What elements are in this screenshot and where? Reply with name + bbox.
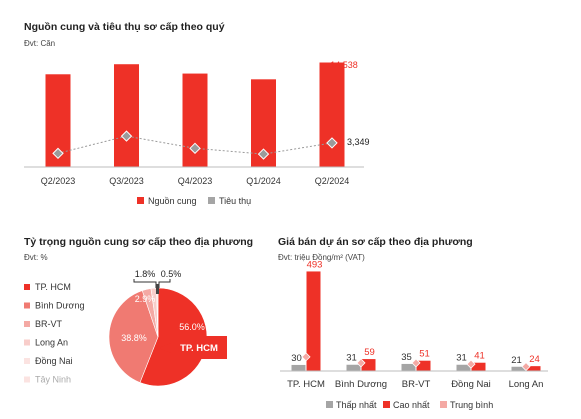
chart3-bars: 30 493 31 59 35 51 31 41 21 24 bbox=[291, 259, 541, 372]
pie-label-dong-nai: 0.5% bbox=[161, 269, 182, 279]
chart1-last-point-label: 3,349 bbox=[347, 137, 370, 147]
min-bar-br-vt bbox=[401, 363, 416, 371]
legend-label-br-vt: BR-VT bbox=[35, 319, 63, 329]
legend-swatch-trung-binh bbox=[440, 401, 447, 408]
avg-marker-dong-nai bbox=[466, 359, 476, 369]
legend-swatch-cao-nhat bbox=[383, 401, 390, 408]
pie-slice-binh-duong bbox=[108, 290, 159, 383]
legend-swatch-binh-duong bbox=[24, 302, 30, 309]
x-tick-q2-2024: Q2/2024 bbox=[315, 176, 350, 186]
min-bar-tp-hcm bbox=[291, 364, 306, 371]
max-bar-long-an bbox=[526, 366, 541, 371]
x-tick-q2-2023: Q2/2023 bbox=[41, 176, 76, 186]
chart3-unit: Đvt: triệu Đồng/m² (VAT) bbox=[278, 253, 365, 262]
chart2-callout: TP. HCM bbox=[159, 336, 227, 359]
supply-share-chart: Tỷ trọng nguồn cung sơ cấp theo địa phươ… bbox=[24, 236, 253, 387]
legend-swatch-tay-ninh bbox=[24, 376, 30, 383]
chart1-bars bbox=[45, 62, 345, 167]
pie-label-br-vt: 2.9% bbox=[135, 294, 156, 304]
legend-supply-swatch bbox=[137, 197, 144, 204]
chart2-legend: TP. HCM Bình Dương BR-VT Long An Đồng Nai Tây… bbox=[24, 282, 84, 385]
legend-consumption-swatch bbox=[208, 197, 215, 204]
legend-label-thap-nhat: Thấp nhất bbox=[336, 400, 377, 410]
legend-label-cao-nhat: Cao nhất bbox=[393, 400, 430, 410]
legend-swatch-thap-nhat bbox=[326, 401, 333, 408]
pie-label-tp-hcm: 56.0% bbox=[179, 322, 205, 332]
min-value-br-vt: 35 bbox=[401, 352, 412, 363]
min-value-dong-nai: 31 bbox=[456, 353, 467, 364]
max-bar-tp-hcm bbox=[306, 271, 321, 371]
avg-marker-br-vt bbox=[411, 358, 421, 368]
legend-label-long-an: Long An bbox=[35, 338, 68, 348]
x-tick-br-vt: BR-VT bbox=[402, 379, 431, 390]
avg-marker-binh-duong bbox=[356, 358, 366, 368]
consumption-point-q3-2023 bbox=[120, 130, 133, 142]
legend-consumption-label: Tiêu thụ bbox=[219, 196, 251, 206]
x-tick-q1-2024: Q1/2024 bbox=[246, 176, 281, 186]
consumption-point-q2-2024 bbox=[326, 137, 338, 149]
legend-swatch-long-an bbox=[24, 339, 30, 346]
chart2-small-slice-leaders bbox=[133, 279, 171, 294]
chart1-consumption-points bbox=[52, 130, 338, 160]
chart1-x-tick-labels: Q2/2023 Q3/2023 Q4/2023 Q1/2024 Q2/2024 bbox=[41, 176, 350, 186]
x-tick-dong-nai: Đồng Nai bbox=[451, 379, 491, 390]
x-tick-long-an: Long An bbox=[509, 379, 544, 390]
chart1-unit: Đvt: Căn bbox=[24, 39, 55, 48]
chart3-x-tick-labels: TP. HCM Bình Dương BR-VT Đồng Nai Long An bbox=[287, 379, 543, 390]
pie-label-binh-duong: 38.8% bbox=[121, 333, 147, 343]
chart2-slice-labels: 56.0% 38.8% 2.9% 1.8% 0.5% bbox=[121, 269, 205, 343]
max-value-br-vt: 51 bbox=[419, 349, 430, 360]
legend-label-trung-binh: Trung bình bbox=[450, 400, 493, 410]
avg-marker-tp-hcm bbox=[301, 352, 311, 362]
chart1-title: Nguồn cung và tiêu thụ sơ cấp theo quý bbox=[24, 21, 225, 33]
legend-swatch-dong-nai bbox=[24, 358, 30, 364]
max-value-dong-nai: 41 bbox=[474, 351, 485, 362]
legend-label-tay-ninh: Tây Ninh bbox=[35, 375, 71, 385]
x-tick-tp-hcm: TP. HCM bbox=[287, 379, 325, 390]
legend-label-binh-duong: Bình Dương bbox=[35, 301, 84, 311]
supply-bar-q2-2024 bbox=[319, 62, 345, 167]
max-bar-dong-nai bbox=[471, 362, 486, 371]
max-value-binh-duong: 59 bbox=[364, 347, 375, 358]
x-tick-q4-2023: Q4/2023 bbox=[178, 176, 213, 186]
consumption-point-q1-2024 bbox=[257, 148, 270, 160]
min-value-long-an: 21 bbox=[511, 355, 522, 366]
consumption-point-q4-2023 bbox=[189, 142, 201, 155]
chart1-last-bar-label: 14,538 bbox=[330, 60, 358, 70]
legend-supply-label: Nguồn cung bbox=[148, 196, 197, 206]
legend-swatch-br-vt bbox=[24, 321, 30, 327]
max-value-long-an: 24 bbox=[529, 354, 540, 365]
min-value-binh-duong: 31 bbox=[346, 353, 357, 364]
supply-bar-q3-2023 bbox=[114, 64, 139, 167]
chart3-legend: Thấp nhất Cao nhất Trung bình bbox=[326, 400, 493, 410]
chart2-callout-label: TP. HCM bbox=[180, 343, 218, 354]
chart1-legend: Nguồn cung Tiêu thụ bbox=[137, 196, 251, 206]
chart2-unit: Đvt: % bbox=[24, 253, 48, 262]
legend-swatch-tp-hcm bbox=[24, 284, 30, 290]
x-tick-q3-2023: Q3/2023 bbox=[109, 176, 144, 186]
consumption-point-q2-2023 bbox=[52, 147, 64, 160]
max-bar-br-vt bbox=[416, 360, 431, 371]
legend-label-tp-hcm: TP. HCM bbox=[35, 282, 71, 292]
min-bar-binh-duong bbox=[346, 364, 361, 371]
min-value-tp-hcm: 30 bbox=[291, 353, 302, 364]
min-bar-long-an bbox=[511, 366, 526, 371]
max-value-tp-hcm: 493 bbox=[307, 259, 323, 270]
min-bar-dong-nai bbox=[456, 364, 471, 371]
supply-consumption-chart: Nguồn cung và tiêu thụ sơ cấp theo quý Đ… bbox=[24, 21, 370, 206]
chart2-title: Tỷ trọng nguồn cung sơ cấp theo địa phươ… bbox=[24, 236, 253, 248]
x-tick-binh-duong: Bình Dương bbox=[335, 379, 387, 390]
price-chart: Giá bán dự án sơ cấp theo địa phương Đvt… bbox=[278, 236, 548, 410]
pie-label-long-an: 1.8% bbox=[135, 269, 156, 279]
legend-label-dong-nai: Đồng Nai bbox=[35, 356, 73, 366]
max-bar-binh-duong bbox=[361, 359, 376, 371]
chart3-title: Giá bán dự án sơ cấp theo địa phương bbox=[278, 236, 473, 248]
